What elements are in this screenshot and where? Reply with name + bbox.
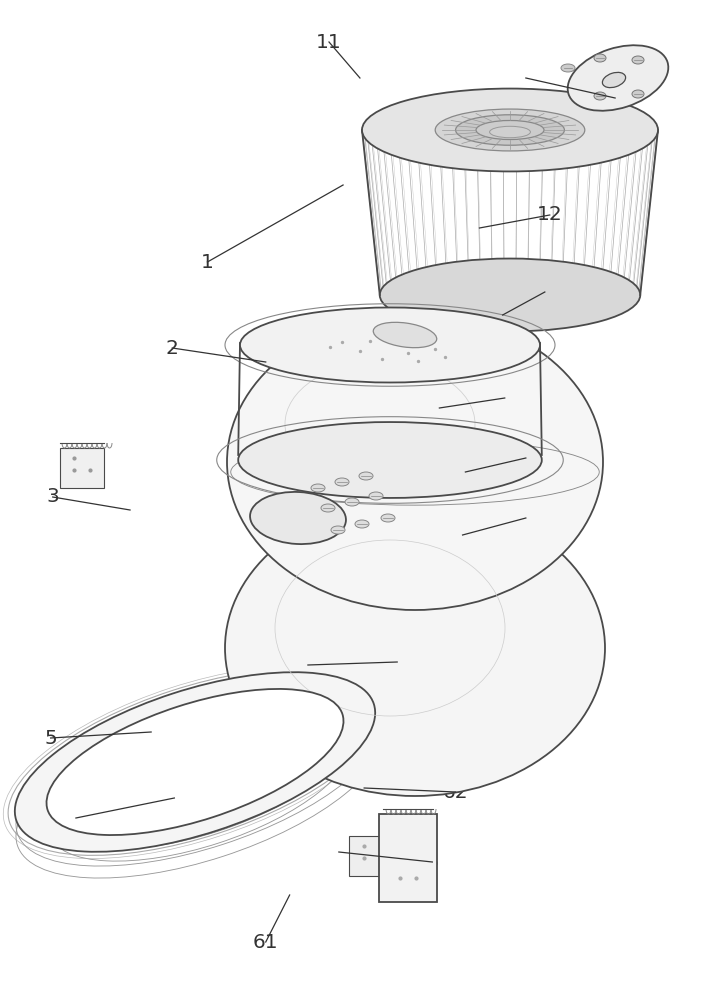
Polygon shape xyxy=(349,836,379,876)
Ellipse shape xyxy=(225,500,605,796)
Ellipse shape xyxy=(594,54,606,62)
Ellipse shape xyxy=(227,314,603,610)
Ellipse shape xyxy=(335,478,349,486)
Ellipse shape xyxy=(456,115,565,145)
Ellipse shape xyxy=(240,308,540,382)
Ellipse shape xyxy=(250,492,346,544)
Ellipse shape xyxy=(435,109,585,151)
Text: 11: 11 xyxy=(316,32,342,51)
Ellipse shape xyxy=(373,322,437,348)
Ellipse shape xyxy=(15,672,375,852)
Ellipse shape xyxy=(643,58,657,66)
Text: 13: 13 xyxy=(532,282,557,302)
Ellipse shape xyxy=(345,498,359,506)
Ellipse shape xyxy=(321,504,335,512)
FancyBboxPatch shape xyxy=(60,448,104,488)
Text: 23: 23 xyxy=(513,508,538,528)
Ellipse shape xyxy=(381,514,395,522)
Ellipse shape xyxy=(331,526,345,534)
Text: 5: 5 xyxy=(44,728,57,748)
Text: 22: 22 xyxy=(513,448,538,468)
Ellipse shape xyxy=(489,126,530,138)
Ellipse shape xyxy=(46,689,344,835)
Text: 3: 3 xyxy=(46,488,59,506)
Ellipse shape xyxy=(369,492,383,500)
Text: 62: 62 xyxy=(443,782,468,802)
Ellipse shape xyxy=(594,92,606,100)
Ellipse shape xyxy=(359,472,373,480)
Ellipse shape xyxy=(238,422,542,498)
Ellipse shape xyxy=(561,64,575,72)
Ellipse shape xyxy=(603,51,617,59)
Ellipse shape xyxy=(632,90,644,98)
Ellipse shape xyxy=(362,89,658,171)
Ellipse shape xyxy=(311,484,325,492)
Ellipse shape xyxy=(602,72,626,88)
Ellipse shape xyxy=(380,259,640,331)
Text: 4: 4 xyxy=(391,652,404,672)
Text: 7: 7 xyxy=(609,89,621,107)
Ellipse shape xyxy=(355,520,369,528)
Text: 1: 1 xyxy=(201,252,214,271)
Text: 12: 12 xyxy=(537,206,562,225)
Ellipse shape xyxy=(476,120,544,140)
Ellipse shape xyxy=(568,45,669,111)
Text: 2: 2 xyxy=(166,338,179,358)
Text: 61: 61 xyxy=(253,932,278,952)
Text: 51: 51 xyxy=(63,808,89,828)
Text: 21: 21 xyxy=(492,388,517,408)
Text: 6: 6 xyxy=(426,852,439,871)
Polygon shape xyxy=(379,814,437,902)
Ellipse shape xyxy=(632,56,644,64)
